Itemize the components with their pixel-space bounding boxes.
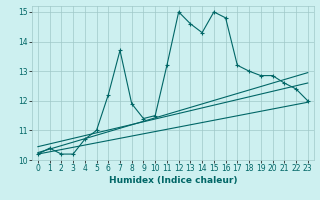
X-axis label: Humidex (Indice chaleur): Humidex (Indice chaleur)	[108, 176, 237, 185]
